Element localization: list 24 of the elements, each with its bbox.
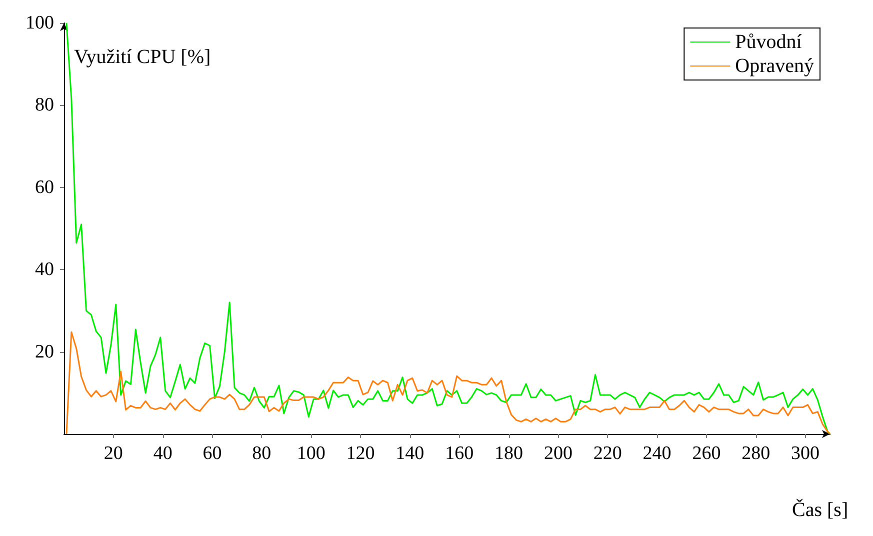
y-tick-label: 80 bbox=[35, 94, 54, 116]
x-tick-label: 160 bbox=[445, 443, 474, 464]
x-tick-label: 60 bbox=[202, 443, 222, 464]
x-tick-label: 200 bbox=[544, 443, 572, 464]
x-tick-label: 260 bbox=[692, 443, 721, 464]
x-tick-label: 300 bbox=[791, 443, 820, 464]
y-tick-label: 60 bbox=[35, 176, 54, 198]
x-tick-label: 240 bbox=[642, 443, 672, 464]
x-tick-label: 220 bbox=[593, 443, 622, 464]
y-tick-label: 40 bbox=[35, 259, 54, 280]
y-axis-title: Využití CPU [%] bbox=[74, 46, 211, 68]
legend-label: Původní bbox=[735, 31, 802, 53]
x-tick-label: 40 bbox=[153, 443, 172, 464]
y-tick-label: 100 bbox=[26, 12, 54, 34]
x-tick-label: 100 bbox=[296, 443, 326, 464]
x-tick-label: 140 bbox=[396, 443, 424, 464]
x-tick-label: 120 bbox=[346, 443, 375, 464]
x-tick-label: 280 bbox=[742, 443, 770, 464]
x-tick-label: 180 bbox=[494, 443, 524, 464]
y-tick-label: 20 bbox=[35, 341, 54, 362]
x-tick-label: 20 bbox=[104, 443, 123, 464]
x-axis-title: Čas [s] bbox=[792, 498, 848, 521]
legend-label: Opravený bbox=[735, 55, 814, 77]
x-tick-label: 80 bbox=[252, 443, 272, 464]
